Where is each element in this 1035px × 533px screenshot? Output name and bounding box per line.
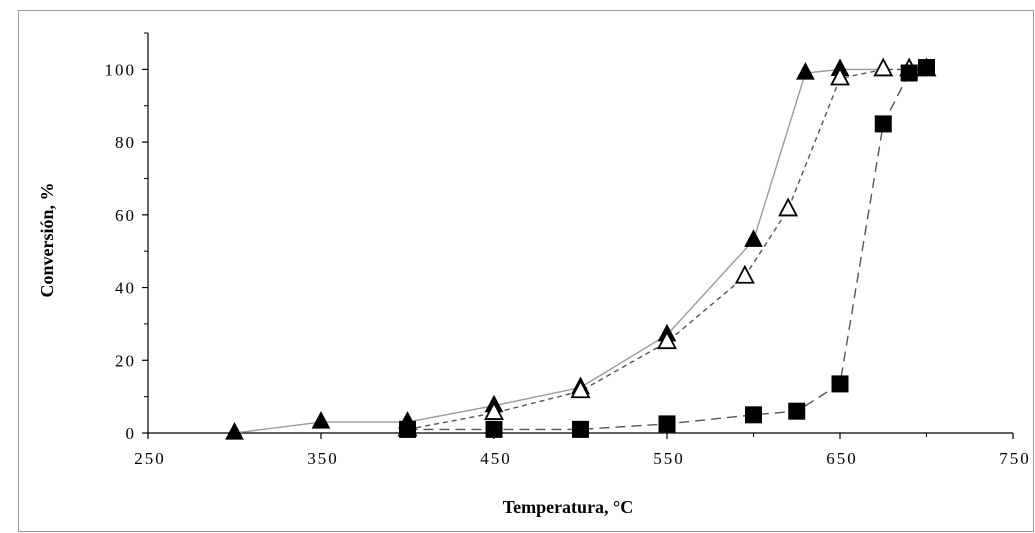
series-markers bbox=[225, 57, 937, 440]
y-tick-label: 100 bbox=[105, 60, 137, 79]
x-tick-label: 250 bbox=[134, 449, 166, 468]
open-triangle-marker bbox=[570, 379, 591, 399]
y-tick-label: 0 bbox=[126, 424, 137, 443]
y-tick-label: 60 bbox=[115, 206, 136, 225]
filled-square-marker bbox=[831, 375, 849, 393]
open-triangle-marker bbox=[734, 264, 755, 284]
filled-triangle-marker bbox=[225, 422, 244, 440]
filled-square-marker bbox=[745, 406, 762, 424]
series-lines bbox=[234, 66, 927, 434]
open-triangle-marker bbox=[778, 197, 799, 217]
open-triangle-marker bbox=[484, 401, 504, 420]
x-tick-label: 450 bbox=[480, 449, 512, 468]
y-tick-label: 20 bbox=[115, 351, 136, 370]
x-tick-label: 550 bbox=[653, 449, 685, 468]
filled-square-marker bbox=[874, 115, 892, 133]
filled-triangle-marker bbox=[311, 411, 331, 429]
filled-triangle-marker bbox=[744, 229, 763, 247]
open-triangle-marker bbox=[830, 66, 850, 86]
x-tick-label: 650 bbox=[826, 449, 858, 468]
filled-square-marker bbox=[399, 420, 416, 438]
open-triangle-marker bbox=[873, 57, 894, 77]
filled-triangle-marker bbox=[796, 62, 815, 80]
filled-square-marker bbox=[572, 420, 589, 438]
filled-square-marker bbox=[788, 402, 806, 420]
y-tick-label: 40 bbox=[115, 279, 136, 298]
chart-frame bbox=[18, 10, 1034, 532]
series-line-1 bbox=[234, 68, 884, 434]
series-line-3 bbox=[407, 66, 927, 431]
filled-square-marker bbox=[658, 415, 676, 433]
x-axis-title: Temperatura, °C bbox=[503, 497, 634, 517]
x-tick-label: 750 bbox=[999, 449, 1031, 468]
filled-square-marker bbox=[485, 420, 503, 438]
x-tick-label: 350 bbox=[307, 449, 339, 468]
axes: 0 20 40 60 80 100 250 350 450 550 650 750 bbox=[105, 32, 1031, 468]
y-tick-label: 80 bbox=[115, 133, 136, 152]
series-line-2 bbox=[407, 68, 927, 431]
y-axis-title: Conversión, % bbox=[37, 182, 57, 297]
open-triangle-marker bbox=[657, 330, 677, 350]
filled-square-marker bbox=[918, 59, 935, 77]
filled-square-marker bbox=[900, 64, 918, 82]
